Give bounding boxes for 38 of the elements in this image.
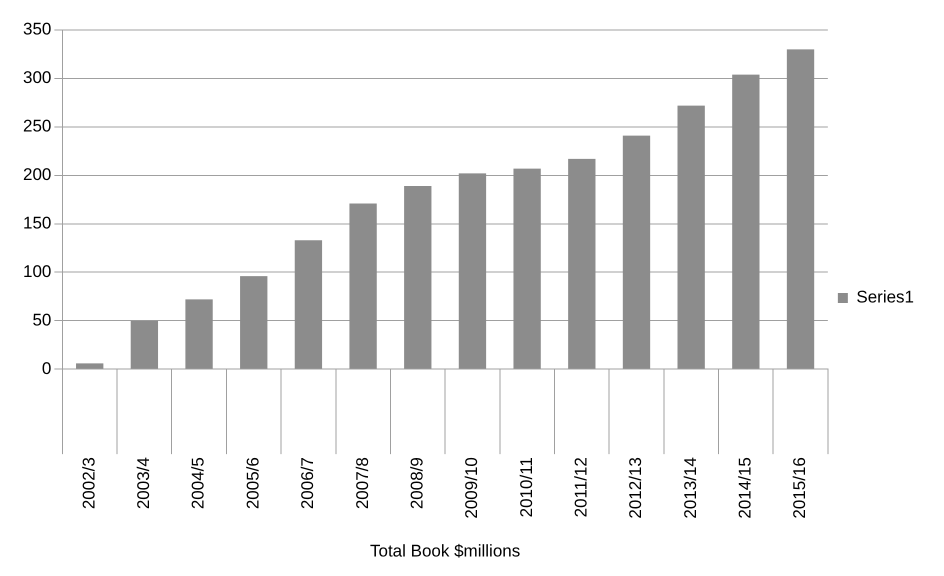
x-tick-label: 2013/14	[680, 457, 700, 519]
bar	[458, 173, 486, 369]
bar	[513, 168, 541, 369]
bar	[349, 203, 377, 369]
bar	[240, 276, 268, 369]
x-tick-label: 2008/9	[407, 457, 426, 510]
legend-label: Series1	[856, 288, 914, 307]
y-tick-label: 300	[22, 68, 52, 88]
x-axis-title: Total Book $millions	[370, 541, 520, 560]
y-tick-label: 100	[22, 262, 52, 281]
y-tick-label: 150	[22, 213, 52, 232]
bar	[185, 299, 213, 369]
bar	[622, 136, 650, 369]
x-tick-label: 2010/11	[516, 457, 536, 518]
x-tick-label: 2003/4	[134, 457, 154, 510]
x-tick-label: 2007/8	[352, 457, 372, 510]
x-tick-label: 2009/10	[462, 457, 482, 519]
y-tick-label: 0	[42, 358, 52, 378]
x-tick-label: 2011/12	[571, 457, 590, 518]
x-tick-label: 2006/7	[298, 457, 318, 510]
x-tick-label: 2012/13	[626, 457, 646, 519]
bar	[130, 320, 158, 369]
bar	[404, 186, 432, 369]
x-tick-label: 2002/3	[79, 457, 98, 510]
x-tick-label: 2004/5	[188, 457, 208, 510]
bar	[677, 106, 705, 369]
x-tick-label: 2005/6	[243, 457, 262, 510]
bar	[76, 363, 104, 369]
y-tick-label: 250	[22, 116, 52, 136]
y-tick-label: 350	[22, 20, 52, 39]
x-tick-label: 2014/15	[736, 457, 755, 519]
x-tick-label: 2015/16	[790, 457, 810, 519]
y-tick-label: 200	[22, 165, 52, 184]
y-tick-label: 50	[32, 310, 52, 330]
bar	[786, 49, 814, 369]
bar	[732, 74, 760, 369]
bar	[568, 158, 596, 369]
bar	[294, 240, 322, 369]
